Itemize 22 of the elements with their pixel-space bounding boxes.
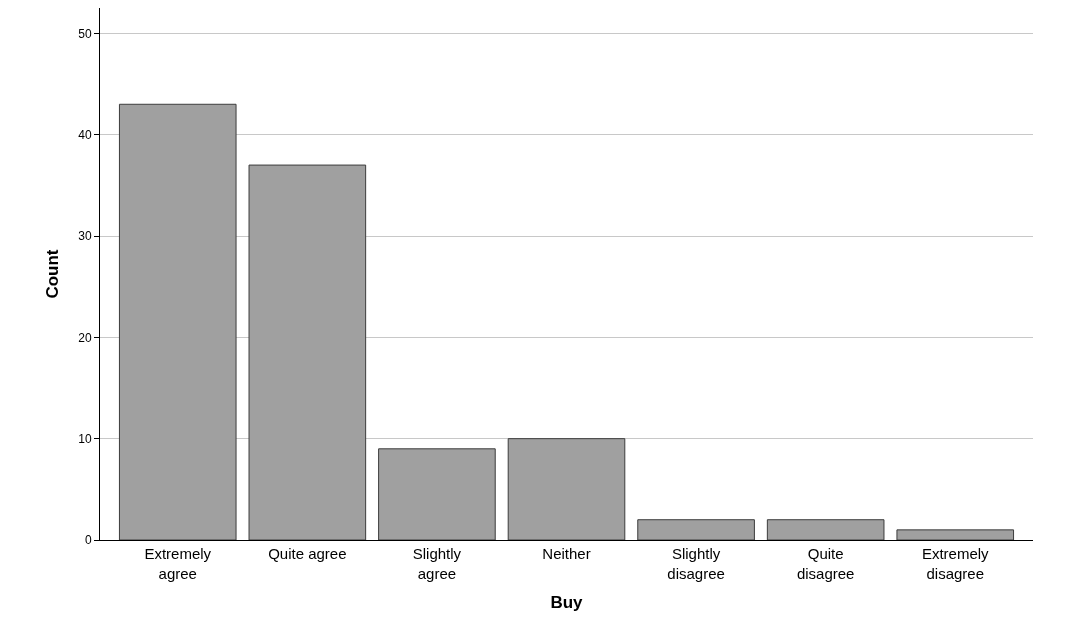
- bar: [507, 438, 626, 540]
- bar: [248, 164, 367, 540]
- x-tick-label: Quite agree: [268, 545, 347, 562]
- y-tick-label: 0: [84, 533, 92, 548]
- x-tick-label: Neither: [542, 545, 591, 562]
- x-tick-label: Quite disagree: [796, 545, 855, 582]
- y-tick-label: 50: [78, 26, 92, 41]
- x-tick-label: Slightly disagree: [667, 545, 725, 582]
- bar: [896, 529, 1015, 540]
- bar: [118, 103, 237, 540]
- x-axis-title: Buy: [550, 592, 584, 612]
- y-tick-label: 20: [78, 330, 92, 345]
- x-tick-label: Extremely agree: [144, 545, 212, 582]
- y-tick-label: 10: [78, 431, 92, 446]
- bar: [766, 519, 885, 540]
- bar: [637, 519, 755, 540]
- y-axis-title: Count: [42, 249, 62, 299]
- y-tick-label: 30: [78, 229, 92, 244]
- x-tick-label: Extremely disagree: [921, 545, 990, 582]
- bar: [378, 448, 496, 540]
- x-tick-label: Slightly agree: [412, 545, 462, 582]
- y-tick-label: 40: [78, 127, 92, 142]
